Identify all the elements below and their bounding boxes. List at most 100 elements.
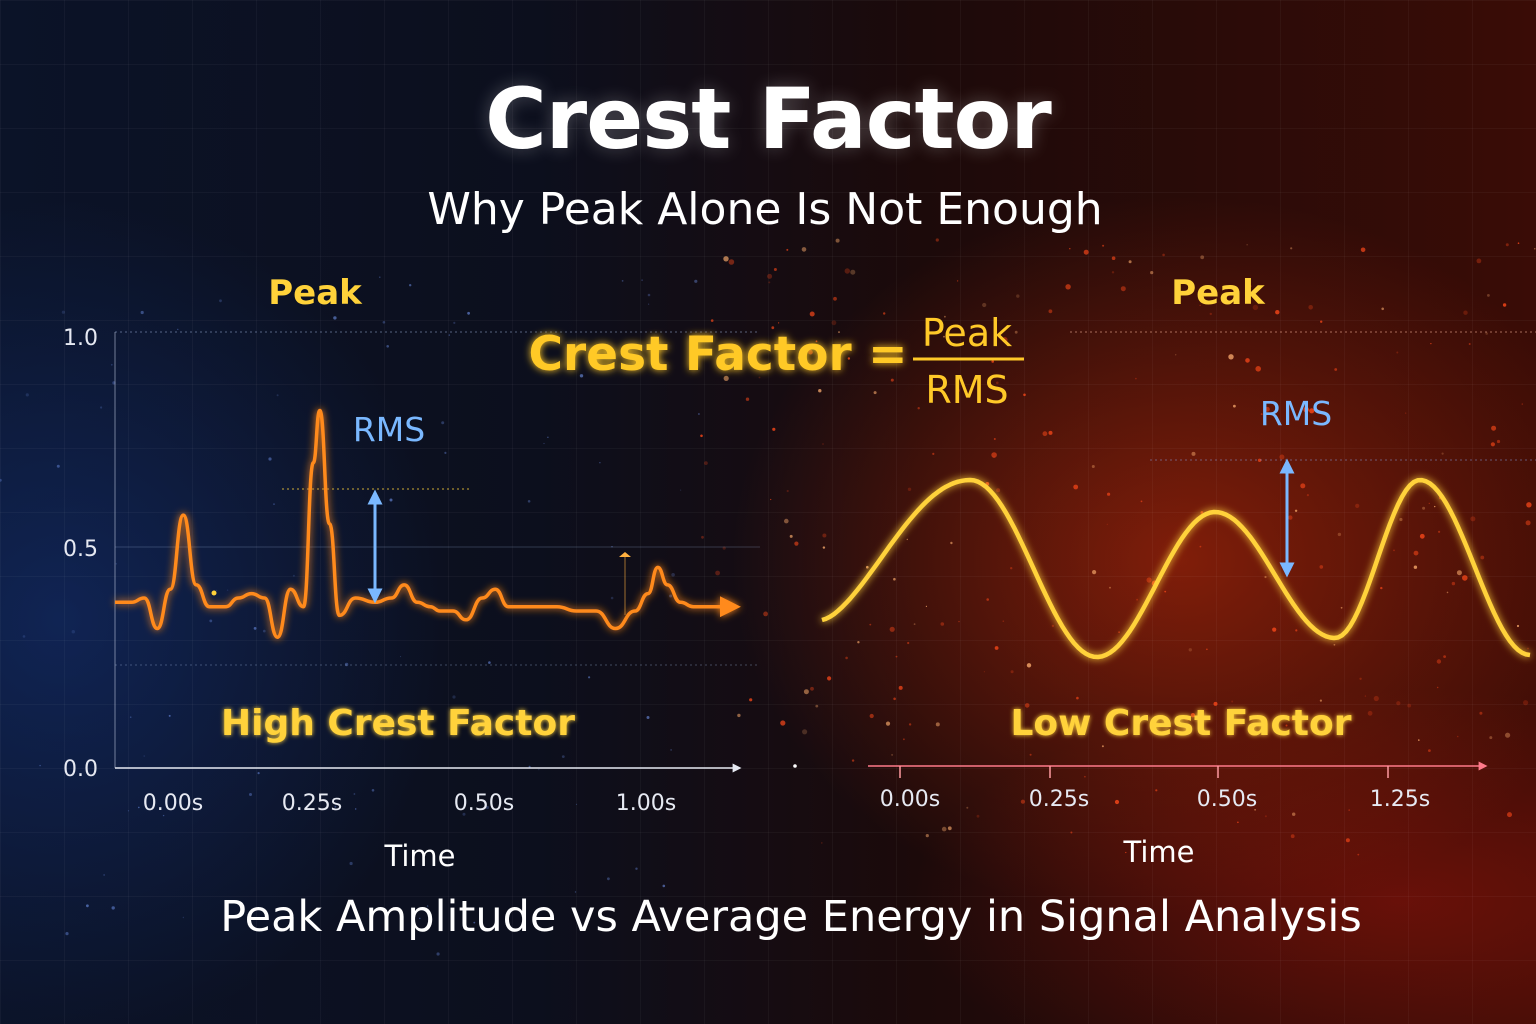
particle — [1265, 406, 1270, 412]
particle — [473, 921, 476, 924]
particle — [1092, 570, 1097, 575]
particle — [956, 388, 960, 393]
particle — [857, 641, 860, 644]
particle — [1463, 310, 1468, 315]
particle — [818, 389, 822, 393]
particle — [737, 713, 741, 718]
particle — [347, 730, 349, 732]
particle — [607, 877, 610, 881]
particle — [1303, 406, 1309, 413]
particle — [382, 321, 386, 324]
particle — [1029, 753, 1032, 756]
particle — [1106, 523, 1108, 525]
particle — [869, 713, 874, 719]
particle — [833, 296, 837, 301]
particle — [1489, 736, 1493, 740]
y-tick-label-1-0: 1.0 — [63, 326, 98, 351]
particle — [1360, 247, 1366, 253]
particle — [773, 268, 777, 271]
particle — [1140, 500, 1143, 503]
particle — [215, 589, 218, 592]
particle — [1209, 312, 1213, 316]
particle — [219, 299, 222, 303]
particle — [1200, 511, 1204, 514]
particle — [786, 248, 789, 251]
particle — [1408, 788, 1414, 794]
particle — [140, 310, 144, 315]
particle — [908, 723, 912, 726]
particle — [694, 279, 698, 283]
particle — [885, 721, 891, 726]
particle — [467, 311, 470, 315]
particle — [850, 269, 856, 275]
particle — [956, 280, 959, 282]
particle — [1010, 670, 1014, 674]
particle — [1206, 648, 1208, 651]
particle — [1396, 701, 1401, 706]
particle — [182, 916, 185, 919]
particle — [575, 803, 578, 806]
particle — [890, 378, 894, 382]
formula-numerator: Peak — [922, 311, 1012, 355]
particle — [1084, 775, 1086, 778]
particle — [1073, 484, 1079, 490]
particle — [1364, 695, 1367, 697]
particle — [1527, 647, 1529, 650]
particle — [907, 487, 912, 491]
particle — [1136, 841, 1139, 845]
particle — [1279, 454, 1285, 460]
particle — [1468, 343, 1471, 345]
particle — [827, 676, 832, 681]
particle — [994, 646, 999, 650]
particle — [770, 498, 772, 501]
particle — [1233, 404, 1236, 408]
particle — [611, 546, 613, 548]
particle — [1026, 663, 1032, 668]
particle — [65, 932, 69, 936]
formula-denominator: RMS — [925, 368, 1008, 412]
particle — [940, 622, 945, 626]
particle — [1300, 483, 1306, 489]
peak-label: Peak — [268, 273, 363, 313]
particle — [1380, 586, 1383, 590]
particle — [268, 457, 272, 461]
particle — [822, 443, 824, 445]
particle — [906, 538, 908, 541]
particle — [1334, 368, 1338, 371]
particle — [1083, 249, 1089, 255]
particle — [935, 238, 939, 242]
particle — [127, 810, 130, 812]
right-x-axis-label: Time — [1123, 835, 1195, 869]
particle — [1213, 701, 1218, 706]
particle — [162, 814, 165, 817]
particle — [925, 605, 928, 608]
particle — [1125, 851, 1127, 854]
particle — [1430, 343, 1432, 345]
particle — [61, 310, 65, 314]
particle — [1199, 545, 1202, 548]
particle — [1451, 581, 1456, 586]
crest-factor-formula: Crest Factor = Peak RMS — [529, 311, 1024, 412]
particle — [1441, 452, 1444, 455]
particle — [1480, 555, 1485, 560]
particle — [1396, 351, 1399, 354]
particle — [1252, 304, 1259, 311]
particle — [1114, 799, 1120, 805]
rms-label: RMS — [353, 410, 425, 449]
particle — [1438, 530, 1441, 533]
particle — [801, 247, 807, 252]
particle — [1019, 729, 1022, 732]
particle — [728, 259, 735, 265]
particle — [1507, 812, 1512, 818]
particle — [771, 326, 775, 330]
particle — [873, 391, 877, 395]
particle — [334, 805, 337, 808]
particle — [1002, 620, 1005, 622]
particle — [353, 793, 356, 795]
particle — [991, 360, 994, 363]
particle — [1333, 643, 1336, 646]
particle — [1359, 677, 1362, 680]
particle — [1023, 393, 1026, 397]
particle — [1393, 549, 1395, 552]
particle — [1290, 834, 1295, 839]
